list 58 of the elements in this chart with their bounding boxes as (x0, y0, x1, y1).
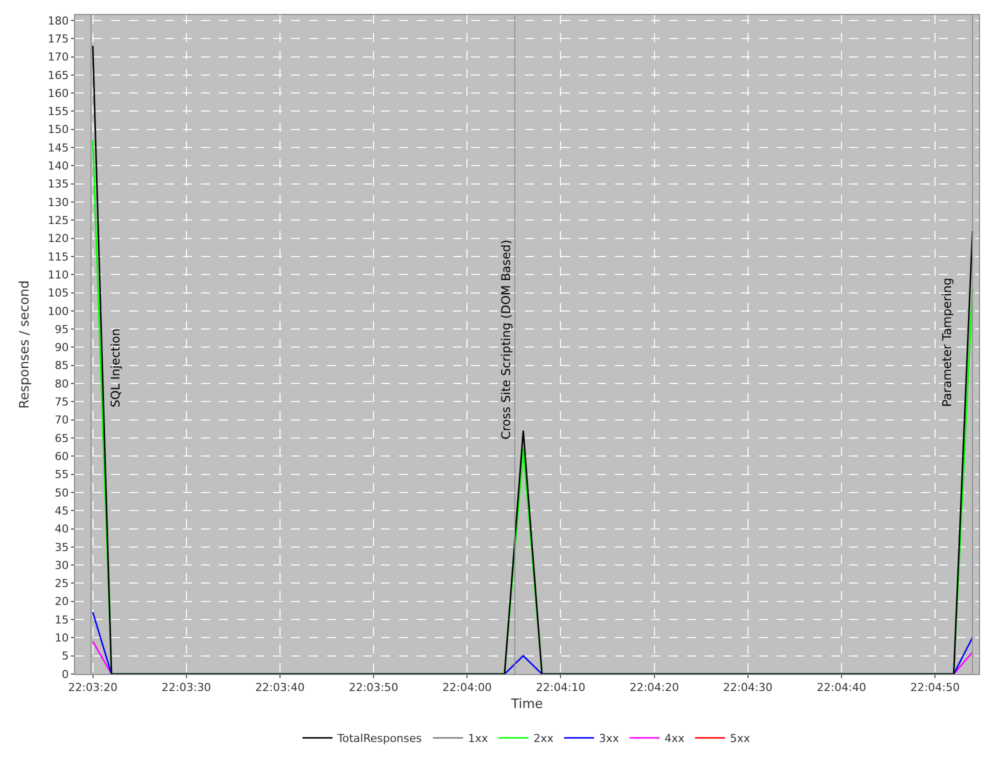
legend-label: 4xx (664, 732, 686, 746)
y-tick-label: 35 (54, 540, 69, 554)
y-tick-label: 145 (48, 141, 69, 154)
y-tick-label: 15 (54, 613, 69, 626)
x-tick-label: 22:04:20 (630, 681, 679, 694)
y-tick-label: 105 (48, 286, 69, 300)
x-tick-label: 22:03:50 (348, 681, 398, 694)
y-tick-label: 65 (54, 432, 69, 445)
y-tick-label: 90 (54, 341, 69, 354)
y-tick-label: 130 (48, 196, 69, 209)
y-tick-label: 5 (62, 650, 69, 663)
y-tick-label: 70 (54, 414, 69, 427)
y-tick-label: 20 (54, 595, 69, 608)
y-tick-label: 165 (48, 68, 69, 82)
x-tick-label: 22:04:30 (723, 681, 773, 694)
y-tick-label: 140 (48, 160, 69, 173)
y-tick-label: 95 (54, 322, 69, 336)
y-tick-label: 135 (48, 178, 69, 191)
y-tick-label: 45 (54, 504, 69, 518)
y-tick-label: 175 (48, 32, 69, 46)
x-tick-label: 22:03:40 (255, 681, 305, 694)
y-tick-label: 75 (54, 396, 69, 409)
y-tick-label: 125 (48, 214, 69, 227)
x-axis-title: Time (510, 696, 543, 712)
y-tick-label: 170 (48, 50, 69, 64)
x-tick-label: 22:04:00 (442, 681, 492, 694)
y-tick-label: 160 (48, 86, 69, 100)
legend-label: 2xx (534, 732, 554, 746)
y-tick-label: 110 (48, 268, 69, 282)
x-tick-label: 22:04:40 (816, 681, 866, 694)
y-tick-label: 155 (48, 105, 69, 118)
y-tick-label: 115 (48, 250, 69, 264)
legend-label: 5xx (730, 732, 751, 746)
legend-label: TotalResponses (336, 732, 422, 746)
y-tick-label: 85 (54, 359, 69, 372)
y-axis-title: Responses / second (18, 280, 33, 409)
y-tick-label: 40 (54, 522, 69, 536)
y-tick-label: 30 (54, 558, 69, 572)
y-tick-label: 80 (54, 377, 69, 390)
ref-line-label: Parameter Tampering (940, 278, 954, 407)
y-tick-label: 25 (54, 577, 69, 590)
x-tick-label: 22:03:20 (68, 681, 118, 694)
x-tick-label: 22:04:10 (536, 681, 586, 694)
x-tick-label: 22:04:50 (910, 681, 960, 694)
legend-label: 3xx (599, 732, 620, 746)
y-tick-label: 60 (54, 450, 69, 463)
y-tick-label: 100 (48, 304, 69, 318)
x-tick-label: 22:03:30 (162, 681, 212, 694)
ref-line-label: SQL Injection (108, 328, 122, 408)
y-tick-label: 120 (48, 232, 69, 246)
y-tick-label: 55 (54, 468, 69, 482)
y-tick-label: 180 (48, 14, 69, 28)
ref-line-label: Cross Site Scripting (DOM Based) (499, 240, 514, 440)
y-tick-label: 10 (54, 632, 69, 645)
y-tick-label: 150 (48, 123, 69, 136)
y-tick-label: 0 (62, 668, 69, 681)
y-tick-label: 50 (54, 486, 69, 500)
legend-label: 1xx (468, 732, 489, 746)
